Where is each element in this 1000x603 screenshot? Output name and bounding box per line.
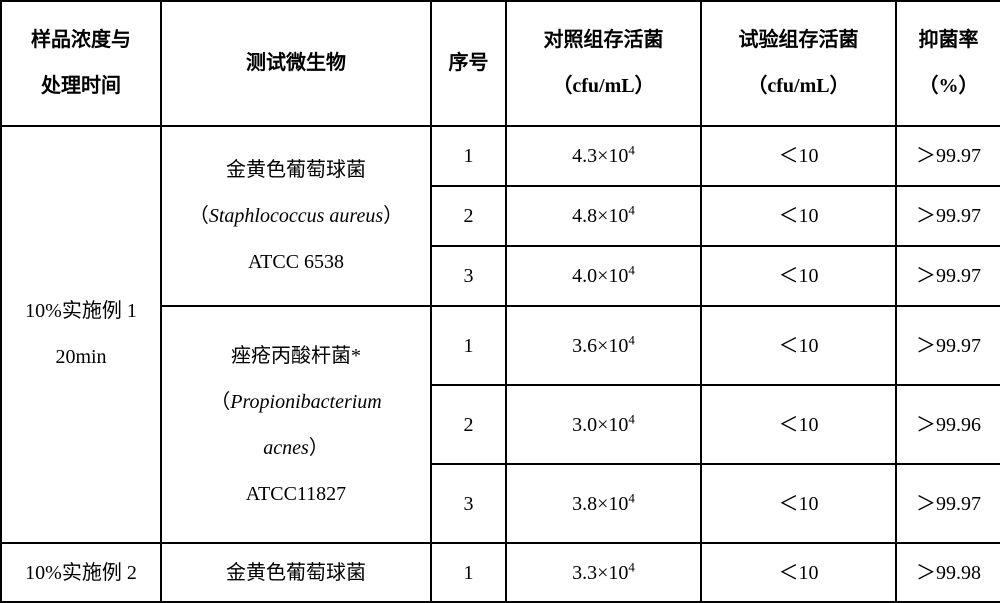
- ctrl-exp: 4: [628, 202, 635, 217]
- ctrl-cell: 4.3×104: [506, 126, 701, 186]
- header-organism: 测试微生物: [161, 1, 431, 126]
- rate-cell: ＞99.97: [896, 246, 1000, 306]
- org2-latin1: Propionibacterium: [230, 391, 381, 413]
- sample-1-text: 10%实施例 120min: [25, 300, 137, 368]
- header-seq: 序号: [431, 1, 506, 126]
- ctrl-mant: 3.6×10: [572, 335, 628, 357]
- header-sample: 样品浓度与处理时间: [1, 1, 161, 126]
- sample-cell-2: 10%实施例 2: [1, 543, 161, 602]
- ctrl-mant: 3.3×10: [572, 562, 628, 584]
- ctrl-mant: 4.3×10: [572, 145, 628, 167]
- seq-cell: 1: [431, 306, 506, 385]
- table-row: 10%实施例 2 金黄色葡萄球菌 1 3.3×104 ＜10 ＞99.98: [1, 543, 1000, 602]
- ctrl-mant: 3.8×10: [572, 493, 628, 515]
- ctrl-exp: 4: [628, 490, 635, 505]
- ctrl-cell: 3.6×104: [506, 306, 701, 385]
- table-header-row: 样品浓度与处理时间 测试微生物 序号 对照组存活菌 （cfu/mL） 试验组存活…: [1, 1, 1000, 126]
- ctrl-exp: 4: [628, 332, 635, 347]
- header-test-l2: （cfu/mL）: [747, 75, 849, 97]
- org2-l2a: （: [210, 391, 230, 413]
- ctrl-cell: 4.0×104: [506, 246, 701, 306]
- table-row: 10%实施例 120min 金黄色葡萄球菌 （Staphlococcus aur…: [1, 126, 1000, 186]
- header-rate: 抑菌率 （%）: [896, 1, 1000, 126]
- ctrl-cell: 4.8×104: [506, 186, 701, 246]
- header-test: 试验组存活菌 （cfu/mL）: [701, 1, 896, 126]
- seq-cell: 1: [431, 126, 506, 186]
- sample-cell-1: 10%实施例 120min: [1, 126, 161, 544]
- organism-cell-2: 痤疮丙酸杆菌* （Propionibacterium acnes） ATCC11…: [161, 306, 431, 543]
- test-cell: ＜10: [701, 246, 896, 306]
- rate-cell: ＞99.97: [896, 306, 1000, 385]
- header-control-l2: （cfu/mL）: [552, 75, 654, 97]
- organism-cell-3: 金黄色葡萄球菌: [161, 543, 431, 602]
- ctrl-cell: 3.3×104: [506, 543, 701, 602]
- rate-cell: ＞99.97: [896, 464, 1000, 543]
- rate-cell: ＞99.97: [896, 186, 1000, 246]
- test-cell: ＜10: [701, 385, 896, 464]
- test-cell: ＜10: [701, 186, 896, 246]
- org1-l3: ATCC 6538: [248, 251, 344, 273]
- org2-l3c: ）: [309, 437, 329, 459]
- test-cell: ＜10: [701, 543, 896, 602]
- ctrl-cell: 3.0×104: [506, 385, 701, 464]
- ctrl-exp: 4: [628, 559, 635, 574]
- org1-l2c: ）: [383, 205, 403, 227]
- test-cell: ＜10: [701, 306, 896, 385]
- seq-cell: 1: [431, 543, 506, 602]
- rate-cell: ＞99.96: [896, 385, 1000, 464]
- ctrl-mant: 4.8×10: [572, 205, 628, 227]
- ctrl-exp: 4: [628, 263, 635, 278]
- rate-cell: ＞99.98: [896, 543, 1000, 602]
- org2-latin2: acnes: [263, 437, 309, 459]
- header-sample-l1: 样品浓度与处理时间: [31, 29, 131, 97]
- header-rate-l1: 抑菌率: [919, 29, 979, 51]
- header-rate-l2: （%）: [919, 75, 979, 97]
- org1-l1: 金黄色葡萄球菌: [226, 159, 366, 181]
- ctrl-exp: 4: [628, 411, 635, 426]
- test-cell: ＜10: [701, 126, 896, 186]
- org2-l4: ATCC11827: [246, 483, 346, 505]
- antibacterial-results-table: 样品浓度与处理时间 测试微生物 序号 对照组存活菌 （cfu/mL） 试验组存活…: [0, 0, 1000, 603]
- ctrl-mant: 3.0×10: [572, 414, 628, 436]
- header-control-l1: 对照组存活菌: [544, 29, 664, 51]
- ctrl-exp: 4: [628, 142, 635, 157]
- seq-cell: 2: [431, 385, 506, 464]
- org1-latin: Staphlococcus aureus: [209, 205, 383, 227]
- ctrl-cell: 3.8×104: [506, 464, 701, 543]
- header-test-l1: 试验组存活菌: [739, 29, 859, 51]
- ctrl-mant: 4.0×10: [572, 265, 628, 287]
- header-control: 对照组存活菌 （cfu/mL）: [506, 1, 701, 126]
- rate-cell: ＞99.97: [896, 126, 1000, 186]
- org1-l2a: （: [189, 205, 209, 227]
- organism-cell-1: 金黄色葡萄球菌 （Staphlococcus aureus） ATCC 6538: [161, 126, 431, 307]
- test-cell: ＜10: [701, 464, 896, 543]
- seq-cell: 2: [431, 186, 506, 246]
- seq-cell: 3: [431, 246, 506, 306]
- org2-l1: 痤疮丙酸杆菌*: [231, 345, 361, 367]
- seq-cell: 3: [431, 464, 506, 543]
